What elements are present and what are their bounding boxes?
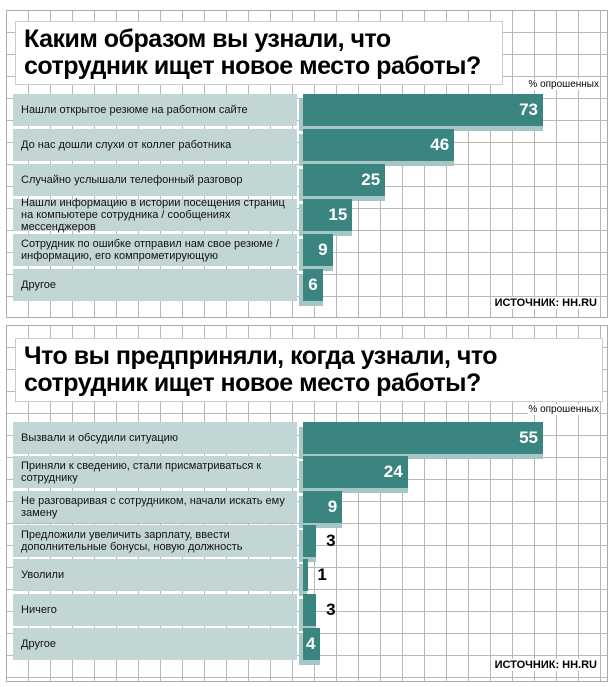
bar-row: Другое 4 — [13, 627, 613, 665]
bar: 25 — [303, 164, 386, 196]
bar: 9 — [303, 490, 343, 523]
source-label: ИСТОЧНИК: HH.RU — [492, 659, 599, 671]
bar-row: Ничего 3 — [13, 593, 613, 631]
bar-row: Вызвали и обсудили ситуацию 55 — [13, 422, 613, 459]
value-label: 24 — [383, 462, 403, 482]
category-label: Нашли информацию в истории посещения стр… — [13, 197, 297, 233]
bar: 9 — [303, 234, 333, 266]
bar: 55 — [303, 422, 543, 454]
category-label: Сотрудник по ошибке отправил нам свое ре… — [13, 234, 297, 266]
bar — [303, 559, 308, 592]
bar — [303, 593, 317, 626]
bar: 46 — [303, 129, 455, 161]
bar-row: Случайно услышали телефонный разговор 25 — [13, 164, 613, 201]
bar: 73 — [303, 94, 543, 126]
source-label: ИСТОЧНИК: HH.RU — [492, 297, 599, 309]
bar: 24 — [303, 456, 408, 489]
category-label: Другое — [13, 269, 297, 301]
bar-row: Нашли открытое резюме на работном сайте … — [13, 94, 613, 131]
bar-row: Уволили 1 — [13, 559, 613, 597]
chart-title: Что вы предприняли, когда узнали, что со… — [15, 338, 603, 402]
category-label: Уволили — [13, 559, 297, 592]
value-label: 9 — [327, 496, 338, 516]
value-label: 55 — [519, 428, 538, 447]
chart-panel-2: Что вы предприняли, когда узнали, что со… — [6, 325, 608, 682]
unit-label: % опрошенных — [528, 79, 599, 90]
value-label: 1 — [317, 565, 327, 585]
bar — [303, 524, 317, 557]
category-label: Предложили увеличить зарплату, ввести до… — [13, 524, 297, 557]
value-label: 3 — [326, 530, 336, 550]
value-label: 73 — [519, 100, 538, 119]
bar: 4 — [303, 627, 321, 660]
bar-row: До нас дошли слухи от коллег работника 4… — [13, 129, 613, 166]
category-label: До нас дошли слухи от коллег работника — [13, 129, 297, 161]
category-label: Ничего — [13, 593, 297, 626]
category-label: Нашли открытое резюме на работном сайте — [13, 94, 297, 126]
chart-title: Каким образом вы узнали, что сотрудник и… — [15, 21, 503, 85]
value-label: 3 — [326, 599, 336, 619]
bar-row: Приняли к сведению, стали присматриватьс… — [13, 456, 613, 494]
chart-panel-1: Каким образом вы узнали, что сотрудник и… — [6, 10, 608, 318]
bar-row: Сотрудник по ошибке отправил нам свое ре… — [13, 234, 613, 271]
value-label: 46 — [430, 135, 450, 154]
bar-row: Нашли информацию в истории посещения стр… — [13, 197, 613, 236]
bar-row: Другое 6 — [13, 269, 613, 306]
bar: 15 — [303, 199, 353, 231]
value-label: 25 — [361, 170, 381, 189]
unit-label: % опрошенных — [528, 404, 599, 415]
bar: 6 — [303, 269, 323, 301]
category-label: Не разговаривая с сотрудником, начали ис… — [13, 490, 297, 523]
category-label: Случайно услышали телефонный разговор — [13, 164, 297, 196]
value-label: 9 — [318, 240, 328, 259]
bar-row: Предложили увеличить зарплату, ввести до… — [13, 524, 613, 562]
value-label: 15 — [328, 205, 348, 224]
category-label: Другое — [13, 627, 297, 660]
category-label: Приняли к сведению, стали присматриватьс… — [13, 456, 297, 489]
category-label: Вызвали и обсудили ситуацию — [13, 422, 297, 454]
bar-row: Не разговаривая с сотрудником, начали ис… — [13, 490, 613, 528]
value-label: 4 — [305, 633, 316, 653]
value-label: 6 — [308, 275, 318, 294]
